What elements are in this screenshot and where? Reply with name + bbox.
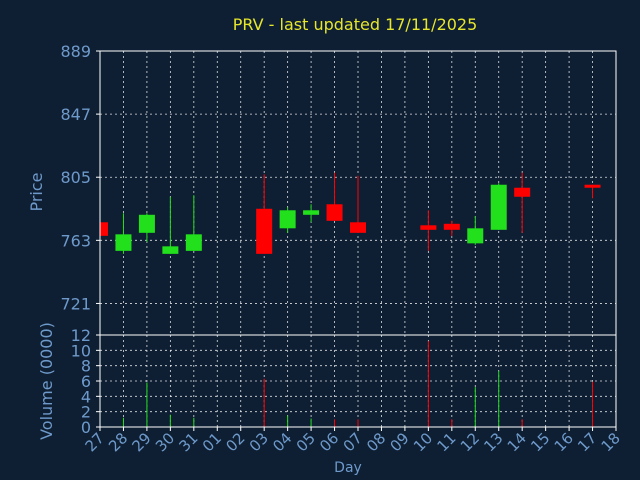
volume-tick-label: 10 xyxy=(71,341,91,360)
x-tick-label: 10 xyxy=(410,429,436,455)
candle-body xyxy=(420,225,437,230)
candles xyxy=(99,172,601,254)
candle-body xyxy=(303,210,320,215)
volume-tick-label: 8 xyxy=(81,357,91,376)
price-tick-label: 847 xyxy=(60,105,91,124)
volume-tick-label: 6 xyxy=(81,372,91,391)
x-tick-label: 12 xyxy=(457,429,483,455)
chart-title: PRV - last updated 17/11/2025 xyxy=(233,15,478,34)
price-tick-label: 805 xyxy=(60,168,91,187)
candle-body xyxy=(279,210,296,229)
volume-tick-label: 2 xyxy=(81,403,91,422)
x-tick-label: 03 xyxy=(246,429,272,455)
volume-tick-label: 4 xyxy=(81,387,91,406)
x-tick-label: 09 xyxy=(387,429,413,455)
x-tick-label: 02 xyxy=(222,429,248,455)
candle-body xyxy=(326,204,343,221)
volume-grid xyxy=(100,335,616,427)
candle-body xyxy=(514,187,531,197)
x-tick-label: 14 xyxy=(504,429,530,455)
candle-body xyxy=(185,234,202,251)
volume-tick-label: 0 xyxy=(81,418,91,437)
candle-body xyxy=(443,223,460,230)
candle-body xyxy=(115,234,132,251)
candle-body xyxy=(490,184,507,230)
volume-bars xyxy=(122,341,594,427)
x-tick-label: 17 xyxy=(574,429,600,455)
x-tick-label: 29 xyxy=(129,429,155,455)
candle-body xyxy=(138,214,155,233)
price-tick-label: 721 xyxy=(60,294,91,313)
x-tick-label: 31 xyxy=(175,429,201,455)
x-tick-label: 16 xyxy=(551,429,577,455)
x-tick-label: 05 xyxy=(293,429,319,455)
x-tick-label: 01 xyxy=(199,429,225,455)
candle-body xyxy=(100,222,108,236)
price-y-axis: 721 763 805 847 889 xyxy=(60,42,100,313)
x-tick-label: 11 xyxy=(433,429,459,455)
candle-body xyxy=(256,208,273,254)
x-tick-label: 04 xyxy=(269,429,295,455)
price-tick-label: 763 xyxy=(60,231,91,250)
candle-body xyxy=(584,184,601,188)
candle-body xyxy=(162,246,179,254)
x-tick-label: 08 xyxy=(363,429,389,455)
x-axis-label: Day xyxy=(334,460,362,476)
price-axis-label: Price xyxy=(27,172,46,211)
volume-axis-label: Volume (0000) xyxy=(37,322,56,440)
candle-body xyxy=(350,222,366,233)
x-axis: 2728293031010203040506070809101112131415… xyxy=(82,427,624,455)
x-tick-label: 18 xyxy=(598,429,624,455)
candle-body xyxy=(467,228,484,244)
volume-tick-label: 12 xyxy=(71,326,91,345)
x-tick-label: 13 xyxy=(480,429,506,455)
x-tick-label: 15 xyxy=(527,429,553,455)
x-tick-label: 30 xyxy=(152,429,178,455)
price-tick-label: 889 xyxy=(60,42,91,61)
x-tick-label: 06 xyxy=(316,429,342,455)
x-tick-label: 28 xyxy=(105,429,131,455)
x-tick-label: 07 xyxy=(340,429,366,455)
